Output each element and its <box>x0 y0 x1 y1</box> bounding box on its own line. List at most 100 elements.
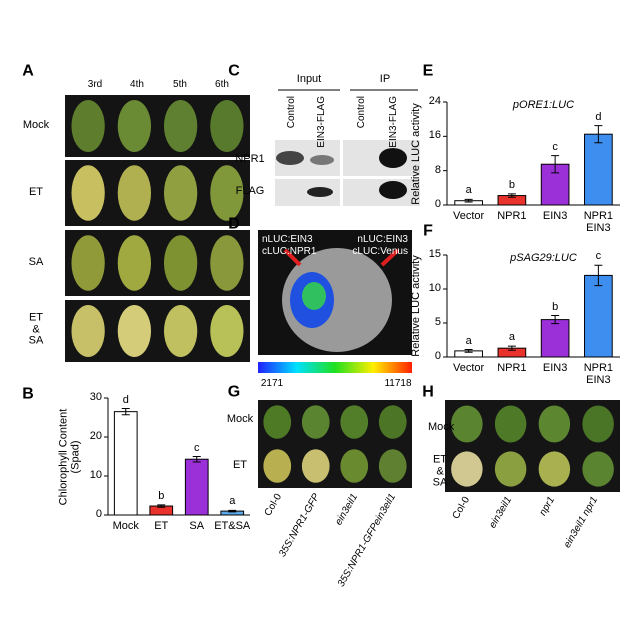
x-tick-label: ET <box>154 520 169 532</box>
arrow <box>283 248 400 267</box>
row-label: ET <box>28 186 44 199</box>
leaf <box>163 165 198 221</box>
x-tick-label: Mock <box>112 520 139 532</box>
significance-label: d <box>595 110 602 123</box>
leaf <box>451 451 483 487</box>
leaf <box>163 304 198 358</box>
significance-label: b <box>508 179 515 192</box>
y-tick-label: 10 <box>89 469 102 482</box>
construct-label: nLUC:EIN3 <box>357 233 408 245</box>
significance-label: a <box>229 495 236 508</box>
error-bar <box>594 125 603 144</box>
significance-label: a <box>465 334 472 347</box>
significance-label: a <box>508 331 515 344</box>
x-tick-label: ET&SA <box>214 520 251 532</box>
column-label: 6th <box>215 78 229 90</box>
y-tick-label: 30 <box>89 391 102 404</box>
column-label: 5th <box>173 78 187 90</box>
leaf <box>71 235 105 291</box>
error-bar <box>464 349 473 353</box>
leaf <box>163 99 198 153</box>
leaf <box>117 165 152 221</box>
leaf <box>582 405 614 443</box>
row-label: ET & SA <box>28 311 44 347</box>
leaf <box>538 451 571 487</box>
leaf <box>378 449 407 483</box>
band <box>276 151 304 165</box>
band <box>379 148 407 168</box>
error-bar <box>551 155 560 174</box>
leaf <box>210 99 244 153</box>
y-tick-label: 0 <box>434 350 441 363</box>
row-label: Mock <box>226 413 254 426</box>
leaf <box>582 451 614 487</box>
leaf <box>340 449 369 483</box>
error-bar <box>464 198 473 203</box>
construct-label: cLUC:Venus <box>352 245 408 257</box>
y-tick-label: 20 <box>89 430 102 443</box>
lane-label: Control <box>285 96 297 129</box>
leaf <box>71 304 105 358</box>
panel-letter: F <box>423 222 433 240</box>
bar <box>540 319 570 358</box>
lane-label: EIN3-FLAG <box>315 96 327 148</box>
bar <box>184 458 209 516</box>
error-bar <box>157 504 166 508</box>
significance-label: b <box>552 300 559 313</box>
y-tick-label: 24 <box>428 95 441 108</box>
leaf <box>71 165 105 221</box>
error-bar <box>507 193 516 198</box>
leaf <box>263 405 292 439</box>
leaf <box>71 99 105 153</box>
group-label: IP <box>379 73 391 86</box>
leaf <box>117 99 152 153</box>
y-axis-label: Chlorophyll Content (Spad) <box>57 408 81 505</box>
leaf <box>210 304 244 358</box>
band <box>307 187 333 197</box>
chart-title: pSAG29:LUC <box>510 252 577 265</box>
panel-letter: E <box>422 62 434 80</box>
error-bar <box>594 264 603 287</box>
chart-title: pORE1:LUC <box>512 99 575 112</box>
luc-signal <box>302 282 326 310</box>
lane-label: Control <box>355 96 367 129</box>
leaf <box>210 235 244 291</box>
y-tick-label: 8 <box>434 163 441 176</box>
row-label: Mock <box>22 119 50 132</box>
leaf <box>301 449 330 483</box>
leaf <box>340 405 369 439</box>
significance-label: c <box>552 140 558 153</box>
bar <box>584 133 613 206</box>
panel-letter: D <box>228 215 240 233</box>
panel-letter: A <box>22 62 34 80</box>
leaf <box>538 405 571 443</box>
lane-label: EIN3-FLAG <box>387 96 399 148</box>
y-tick-label: 15 <box>428 248 441 261</box>
construct-label: nLUC:EIN3 <box>262 233 313 245</box>
leaf <box>378 405 407 439</box>
leaf <box>451 405 483 443</box>
x-tick-label: NPR1 <box>497 210 527 222</box>
scale-label: 2171 <box>260 377 284 389</box>
leaf <box>117 235 152 291</box>
color-scale <box>258 362 412 373</box>
significance-label: a <box>465 184 472 197</box>
x-tick-label: NPR1 EIN3 <box>583 362 614 386</box>
panel-letter: H <box>422 383 434 401</box>
blot-label: FLAG <box>235 185 265 198</box>
panel-letter: G <box>227 383 241 401</box>
leaf <box>210 165 244 221</box>
x-tick-label: NPR1 EIN3 <box>583 210 614 234</box>
error-bar <box>192 456 201 463</box>
band <box>379 181 407 199</box>
row-label: Mock <box>428 421 455 434</box>
row-label: ET <box>232 459 248 472</box>
significance-label: b <box>158 490 165 503</box>
band <box>310 155 334 165</box>
leaf <box>301 405 330 439</box>
row-label: ET & SA <box>432 453 448 489</box>
group-label: Input <box>296 73 322 86</box>
significance-label: d <box>122 393 129 406</box>
